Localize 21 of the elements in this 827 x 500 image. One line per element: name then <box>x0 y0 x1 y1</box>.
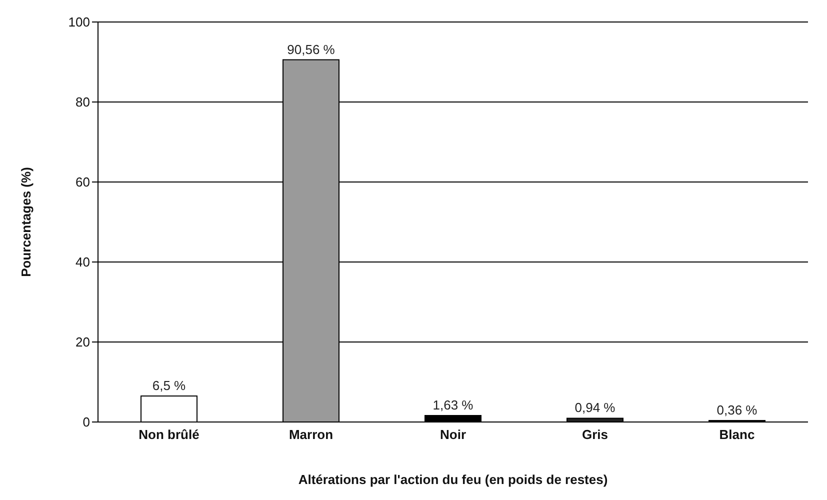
x-tick-label: Non brûlé <box>138 427 200 442</box>
y-axis-title: Pourcentages (%) <box>18 167 34 277</box>
y-tick-label: 60 <box>76 174 90 190</box>
bar <box>424 414 482 422</box>
y-tick-label: 80 <box>76 94 90 110</box>
data-label: 0,94 % <box>574 400 616 416</box>
x-axis-title: Altérations par l'action du feu (en poids de restes) <box>298 472 608 487</box>
x-tick-label: Marron <box>288 427 334 442</box>
data-label: 0,36 % <box>716 402 758 418</box>
data-label: 90,56 % <box>287 42 336 57</box>
y-tick-label: 20 <box>76 334 90 350</box>
bar <box>566 418 624 422</box>
x-tick-label: Noir <box>440 427 466 442</box>
y-tick-label: 0 <box>82 414 90 430</box>
x-tick-label: Gris <box>582 427 608 442</box>
y-tick-label: 40 <box>76 254 90 270</box>
y-tick-label: 100 <box>68 14 90 30</box>
bar <box>140 396 198 422</box>
data-label: 6,5 % <box>152 378 186 393</box>
x-tick-label: Blanc <box>719 427 755 442</box>
data-label: 1,63 % <box>432 397 474 412</box>
